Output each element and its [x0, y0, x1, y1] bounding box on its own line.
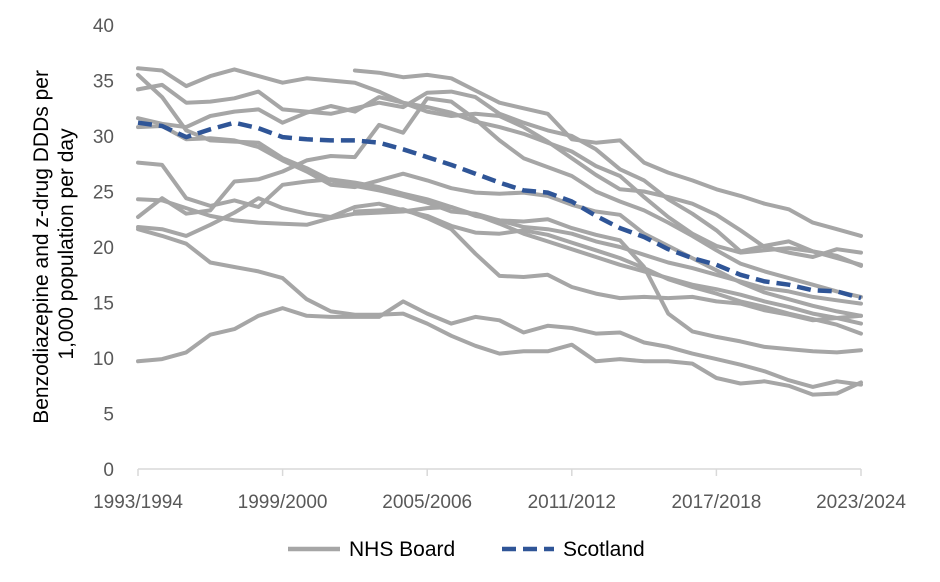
legend: NHS Board Scotland [288, 538, 645, 561]
nhs-board-line-6 [136, 96, 863, 299]
scotland-line [137, 120, 862, 301]
y-tick-label: 25 [93, 183, 114, 204]
y-tick-label: 5 [103, 405, 114, 426]
legend-item-scotland: Scotland [502, 538, 645, 561]
y-tick-label: 10 [93, 349, 114, 370]
y-axis-ticks: 0 5 10 15 20 25 30 35 40 [93, 16, 114, 481]
nhs-board-lines [136, 66, 863, 397]
x-tick-label: 2005/2006 [382, 492, 472, 513]
nhs-board-line-13 [352, 207, 863, 323]
y-tick-label: 40 [93, 16, 114, 37]
x-tick-label: 2023/2024 [816, 492, 906, 513]
legend-label-nhs-board: NHS Board [349, 538, 455, 561]
y-tick-label: 35 [93, 72, 114, 93]
nhs-board-line-2 [136, 66, 863, 259]
nhs-board-line-5 [136, 95, 863, 267]
x-tick-label: 1993/1994 [93, 492, 183, 513]
x-axis-ticks: 1993/1994 1999/2000 2005/2006 2011/2012 2017… [93, 469, 906, 513]
y-axis-title-line-2: 1,000 population per day [55, 128, 78, 360]
nhs-board-line-1 [352, 68, 863, 238]
y-tick-label: 30 [93, 127, 114, 148]
nhs-board-line-12 [136, 299, 863, 389]
y-tick-label: 20 [93, 238, 114, 259]
x-tick-label: 2011/2012 [528, 492, 616, 513]
nhs-board-line-11 [136, 227, 863, 397]
y-axis-title-line-1: Benzodiazepine and z-drug DDDs per [30, 70, 53, 424]
nhs-board-line-8 [136, 160, 863, 326]
nhs-board-line-9 [136, 197, 863, 355]
scotland-line-group [137, 120, 862, 301]
x-tick-label: 1999/2000 [238, 492, 328, 513]
nhs-board-line-10 [136, 196, 863, 336]
legend-label-scotland: Scotland [563, 538, 645, 561]
y-tick-label: 15 [93, 294, 114, 315]
y-axis-title: Benzodiazepine and z-drug DDDs per 1,000… [30, 64, 78, 424]
x-tick-label: 2017/2018 [671, 492, 761, 513]
legend-item-nhs-board: NHS Board [288, 538, 455, 561]
nhs-board-line-7 [136, 124, 863, 318]
y-tick-label: 0 [103, 460, 114, 481]
